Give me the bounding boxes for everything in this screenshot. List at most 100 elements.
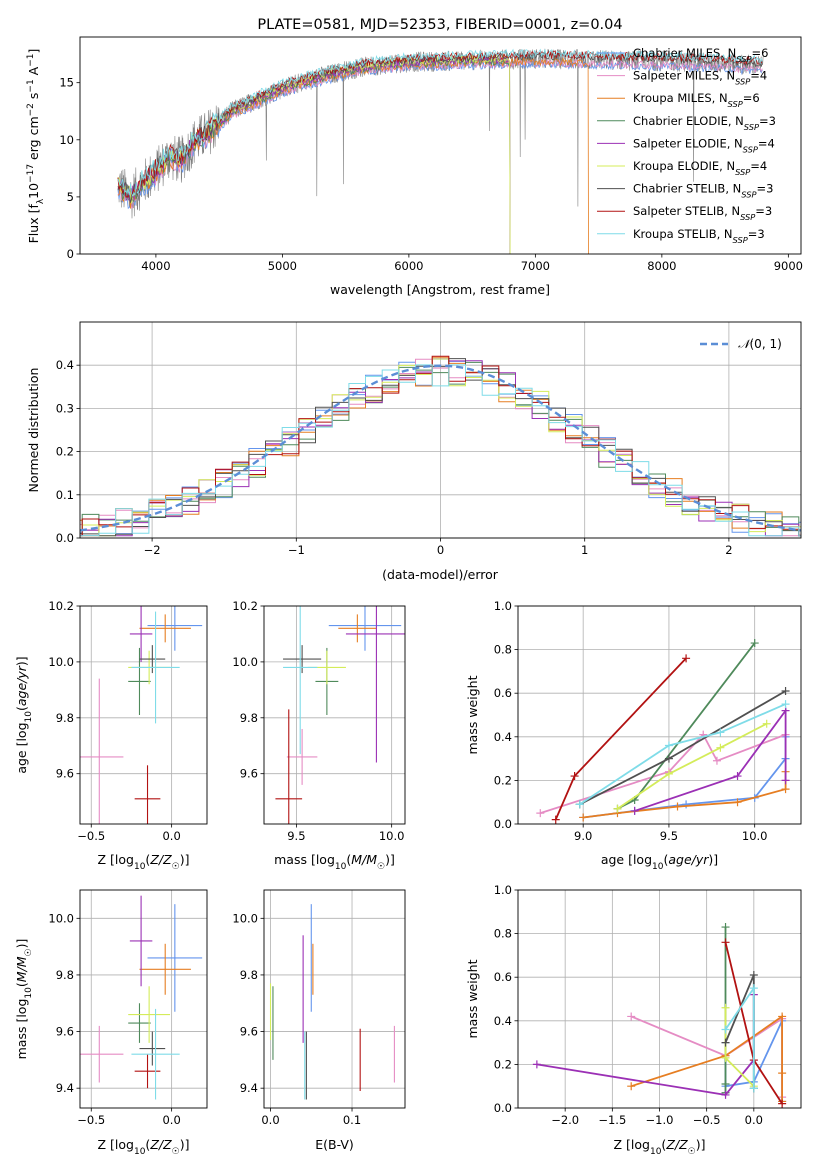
x-tick-label: 0 — [437, 543, 444, 557]
weight-marker — [712, 756, 721, 765]
legend-label-kroupa_miles: Kroupa MILES, NSSP=6 — [633, 91, 760, 109]
age_vs_Z-xlabel: Z [log10(Z/Z☉)] — [98, 852, 190, 872]
errorbar-salpeter_miles — [286, 728, 318, 785]
x-tick-label: −1 — [288, 543, 305, 557]
series-salpeter_elodie — [630, 706, 790, 815]
x-tick-label: 5000 — [268, 259, 297, 273]
weight-marker — [733, 798, 742, 807]
weight-marker — [716, 728, 725, 737]
x-tick-label: 9.0 — [574, 829, 592, 843]
x-tick-label: 10.0 — [742, 829, 768, 843]
error-bars — [269, 904, 395, 1100]
y-tick-label: 5 — [67, 190, 74, 204]
weight-lines — [532, 923, 787, 1108]
x-tick-label: 0.1 — [343, 1113, 361, 1127]
weight-line — [616, 722, 768, 810]
x-tick-label: 8000 — [647, 259, 676, 273]
y-tick-label: 0.6 — [494, 686, 512, 700]
weight-marker — [630, 806, 639, 815]
age_vs_Z-ylabel: age [log10(age/yr)] — [14, 656, 34, 773]
weight-marker — [781, 687, 790, 696]
weight-marker — [575, 800, 584, 809]
x-tick-label: 10.0 — [379, 829, 405, 843]
y-tick-label: 0.4 — [56, 358, 74, 372]
axes-frame — [79, 321, 802, 539]
errorbar-salpeter_miles — [80, 678, 124, 824]
y-tick-label: 9.8 — [56, 968, 74, 982]
errorbar-salpeter_stelib — [275, 709, 303, 824]
x-tick-label: −0.5 — [77, 829, 105, 843]
mass_weight_vs_Z-xlabel: Z [log10(Z/Z☉)] — [614, 1137, 706, 1157]
weight-marker — [721, 1090, 730, 1099]
errorbar-chabrier_miles — [147, 606, 203, 651]
series-kroupa_elodie — [613, 719, 771, 813]
weight-marker — [749, 1084, 758, 1093]
weight-marker — [536, 809, 545, 818]
weight-marker — [579, 813, 588, 822]
error-bars — [275, 606, 405, 824]
residual-ylabel: Normed distribution — [26, 368, 41, 493]
weight-marker — [721, 1003, 730, 1012]
legend-normal-label: 𝒩(0, 1) — [738, 337, 782, 351]
weight-marker — [627, 1012, 636, 1021]
residual-legend: 𝒩(0, 1) — [700, 337, 782, 351]
y-tick-label: 9.8 — [240, 711, 258, 725]
series-kroupa_stelib — [575, 700, 790, 809]
weight-marker — [570, 772, 579, 781]
legend-label-kroupa_elodie: Kroupa ELODIE, NSSP=4 — [633, 159, 767, 177]
errorbar-kroupa_miles — [139, 614, 191, 643]
y-tick-label: 9.8 — [240, 968, 258, 982]
series-salpeter_stelib — [551, 654, 691, 824]
x-tick-label: 0.0 — [162, 1113, 180, 1127]
weight-marker — [627, 1082, 636, 1091]
axes-frame — [517, 889, 802, 1109]
x-tick-label: 7000 — [521, 259, 550, 273]
error-bars — [80, 606, 203, 824]
mass_weight_vs_age-xlabel: age [log10(age/yr)] — [601, 852, 718, 872]
weight-line — [554, 657, 687, 820]
errorbar-kroupa_elodie — [128, 986, 171, 1043]
axes-frame — [79, 605, 208, 825]
legend-label-salpeter_miles: Salpeter MILES, NSSP=4 — [633, 69, 767, 87]
weight-marker — [721, 923, 730, 932]
weight-marker — [721, 1038, 730, 1047]
grid — [264, 890, 405, 1108]
hist-kroupa_stelib — [80, 364, 801, 537]
x-tick-label: −2 — [144, 543, 161, 557]
errorbar-kroupa_miles — [338, 614, 377, 643]
weight-marker — [721, 1080, 730, 1089]
series-kroupa_stelib — [721, 984, 758, 1093]
grid — [80, 605, 207, 824]
errorbar-salpeter_elodie — [129, 606, 153, 662]
errorbar-chabrier_miles — [147, 904, 203, 1012]
axes-frame — [517, 605, 802, 825]
weight-marker — [721, 938, 730, 947]
axes-frame — [263, 889, 406, 1109]
legend-label-chabrier_elodie: Chabrier ELODIE, NSSP=3 — [633, 114, 776, 132]
hist-kroupa_miles — [80, 356, 801, 537]
weight-marker — [762, 719, 771, 728]
axes-frame — [79, 889, 208, 1109]
spectrum-title: PLATE=0581, MJD=52353, FIBERID=0001, z=0… — [257, 17, 622, 33]
y-tick-label: 15 — [59, 76, 74, 90]
x-tick-label: 0.0 — [162, 829, 180, 843]
mass_weight_vs_Z-panel: −2.0 −1.5 −1.0 −0.5 0.0 0.0 0.2 0.4 0.6 0.8 1.0 — [494, 883, 802, 1127]
histograms — [80, 355, 801, 537]
y-tick-label: 9.6 — [240, 1025, 258, 1039]
weight-marker — [781, 785, 790, 794]
weight-marker — [778, 1099, 787, 1108]
errorbar-kroupa_miles — [139, 943, 191, 995]
weight-marker — [673, 802, 682, 811]
errorbar-chabrier_stelib — [139, 1031, 166, 1066]
legend-label-salpeter_elodie: Salpeter ELODIE, NSSP=4 — [633, 136, 775, 154]
x-tick-label: −1.5 — [598, 1113, 626, 1127]
errorbar-chabrier_miles — [328, 606, 402, 651]
mass_vs_Z-ylabel: mass [log10(M/M☉)] — [14, 939, 34, 1060]
y-tick-label: 0 — [67, 247, 74, 261]
spectrum-panel: 4000 5000 6000 7000 8000 9000 0 5 10 15 — [59, 36, 803, 273]
y-tick-label: 0.1 — [56, 488, 74, 502]
age_vs_Z-panel: −0.5 0.0 9.6 9.8 10.0 10.2 — [48, 599, 208, 843]
weight-marker — [778, 1069, 787, 1078]
y-tick-label: 10.0 — [48, 911, 74, 925]
errorbar-kroupa_stelib — [131, 1008, 180, 1100]
